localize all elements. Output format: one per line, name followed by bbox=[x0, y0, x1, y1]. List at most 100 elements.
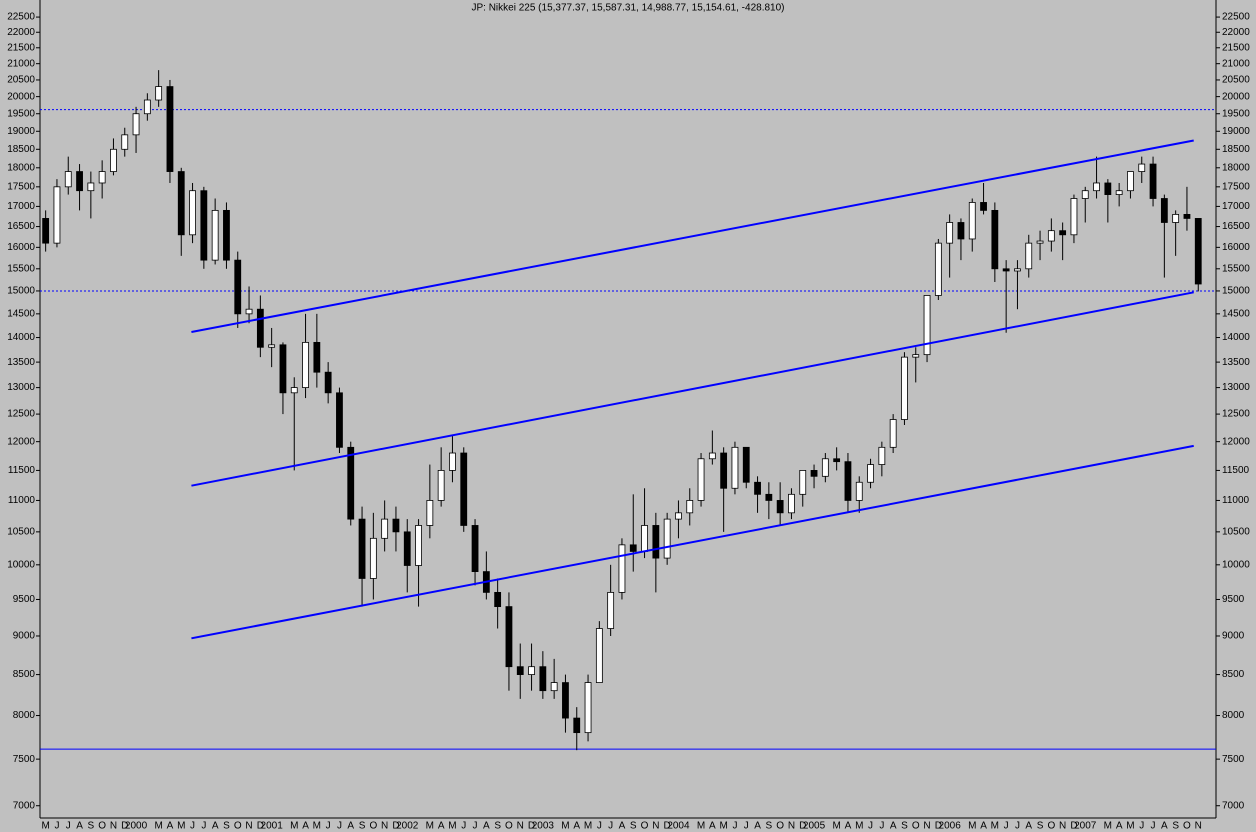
x-tick-label: N bbox=[1059, 821, 1066, 832]
x-tick-label: 2007 bbox=[1074, 821, 1097, 832]
candle-body bbox=[528, 666, 535, 675]
candle-body bbox=[313, 341, 321, 373]
x-tick-label: A bbox=[438, 821, 445, 832]
x-tick-label: J bbox=[201, 821, 206, 832]
candle-body bbox=[968, 202, 976, 240]
candle-body bbox=[991, 209, 999, 270]
candle-body bbox=[946, 222, 954, 244]
x-tick-label: J bbox=[326, 821, 331, 832]
x-tick-label: M bbox=[719, 821, 727, 832]
x-tick-label: S bbox=[766, 821, 773, 832]
x-tick-label: O bbox=[1047, 821, 1055, 832]
x-tick-label: A bbox=[619, 821, 626, 832]
x-tick-label: O bbox=[1183, 821, 1191, 832]
y-tick-label: 19500 bbox=[1222, 108, 1250, 119]
candle-body bbox=[1115, 190, 1123, 195]
x-tick-label: M bbox=[313, 821, 321, 832]
x-tick-label: N bbox=[923, 821, 930, 832]
y-tick-label: 20000 bbox=[1222, 91, 1250, 102]
x-tick-label: D bbox=[1070, 821, 1077, 832]
candle-body bbox=[87, 182, 95, 192]
chart-title: JP: Nikkei 225 (15,377.37, 15,587.31, 14… bbox=[471, 3, 784, 14]
candle-body bbox=[550, 682, 558, 692]
trend-line bbox=[191, 139, 1194, 334]
candle-body bbox=[516, 666, 524, 675]
candle-body bbox=[403, 531, 411, 566]
candle-body bbox=[573, 717, 581, 734]
x-tick-label: 2001 bbox=[261, 821, 284, 832]
x-tick-label: J bbox=[473, 821, 478, 832]
candle-body bbox=[200, 190, 208, 261]
candle-body bbox=[415, 525, 422, 566]
candle-body bbox=[765, 493, 773, 501]
y-tick-label: 13500 bbox=[1222, 357, 1250, 368]
candle-body bbox=[641, 525, 648, 552]
x-tick-label: J bbox=[1015, 821, 1020, 832]
x-tick-label: M bbox=[290, 821, 298, 832]
y-tick-label: 16000 bbox=[1222, 242, 1250, 253]
trend-line bbox=[191, 444, 1194, 640]
x-tick-label: O bbox=[234, 821, 242, 832]
x-tick-label: D bbox=[664, 821, 671, 832]
x-tick-label: O bbox=[369, 821, 377, 832]
candle-body bbox=[110, 148, 117, 172]
x-tick-label: O bbox=[776, 821, 784, 832]
candle-body bbox=[652, 525, 660, 559]
x-tick-label: A bbox=[76, 821, 83, 832]
candle-body bbox=[256, 308, 264, 348]
x-tick-label: M bbox=[561, 821, 569, 832]
x-tick-label: M bbox=[832, 821, 840, 832]
x-tick-label: A bbox=[845, 821, 852, 832]
x-tick-label: J bbox=[461, 821, 466, 832]
y-tick-label: 10000 bbox=[7, 559, 35, 570]
x-tick-label: J bbox=[879, 821, 884, 832]
y-tick-label: 15000 bbox=[7, 286, 35, 297]
y-tick-label: 14500 bbox=[1222, 308, 1250, 319]
candle-body bbox=[381, 518, 389, 539]
candle-body bbox=[742, 446, 750, 483]
candle-body bbox=[471, 525, 479, 573]
y-tick-label: 17500 bbox=[1222, 181, 1250, 192]
x-tick-label: N bbox=[245, 821, 252, 832]
y-tick-label: 20500 bbox=[1222, 75, 1250, 86]
candle-body bbox=[1160, 198, 1168, 223]
candle-body bbox=[1047, 230, 1055, 242]
y-tick-label: 7500 bbox=[1222, 754, 1245, 765]
y-tick-label: 18000 bbox=[1222, 162, 1250, 173]
x-tick-label: O bbox=[505, 821, 513, 832]
candle-body bbox=[166, 86, 174, 172]
x-tick-label: J bbox=[1004, 821, 1009, 832]
y-tick-label: 9500 bbox=[13, 594, 36, 605]
x-tick-label: S bbox=[1172, 821, 1179, 832]
candle-body bbox=[324, 371, 332, 394]
candle-body bbox=[799, 470, 807, 495]
candle-body bbox=[697, 458, 705, 501]
candle-body bbox=[223, 209, 230, 261]
candle-body bbox=[302, 341, 309, 389]
x-tick-label: O bbox=[912, 821, 920, 832]
x-tick-label: A bbox=[709, 821, 716, 832]
candle-body bbox=[211, 209, 219, 261]
x-tick-label: A bbox=[980, 821, 987, 832]
y-tick-label: 13000 bbox=[1222, 382, 1250, 393]
x-tick-label: M bbox=[584, 821, 592, 832]
candle-body bbox=[392, 518, 400, 533]
y-tick-label: 16500 bbox=[1222, 221, 1250, 232]
x-tick-label: A bbox=[483, 821, 490, 832]
candle-body bbox=[889, 419, 897, 448]
x-tick-label: J bbox=[732, 821, 737, 832]
candle-body bbox=[788, 493, 795, 514]
y-tick-label: 12000 bbox=[7, 436, 35, 447]
candle-body bbox=[901, 356, 908, 420]
candle-body bbox=[245, 308, 253, 315]
x-tick-label: O bbox=[98, 821, 106, 832]
x-tick-label: S bbox=[1037, 821, 1044, 832]
y-tick-label: 17000 bbox=[7, 201, 35, 212]
y-tick-label: 14500 bbox=[7, 308, 35, 319]
y-tick-label: 8000 bbox=[1222, 710, 1245, 721]
candle-body bbox=[1081, 190, 1089, 199]
x-tick-label: S bbox=[630, 821, 637, 832]
candle-body bbox=[437, 470, 445, 501]
y-tick-label: 9500 bbox=[1222, 594, 1245, 605]
y-tick-label: 14000 bbox=[1222, 332, 1250, 343]
